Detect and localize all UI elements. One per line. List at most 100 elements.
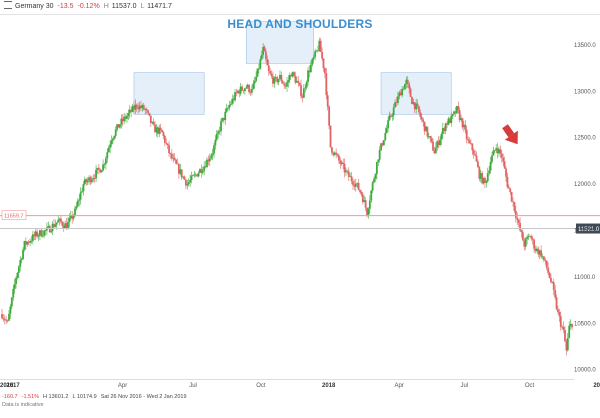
- menu-icon[interactable]: [4, 1, 12, 9]
- candle-body: [534, 248, 537, 252]
- x-tick-label: 2017: [6, 383, 20, 389]
- candle-body: [345, 170, 347, 173]
- candle-body: [460, 118, 462, 121]
- candle-body: [322, 58, 325, 69]
- candle-body: [489, 161, 492, 171]
- candle-body: [454, 111, 457, 114]
- candle-body: [256, 68, 259, 77]
- candle-body: [235, 92, 238, 94]
- candle-body: [119, 124, 121, 128]
- candle-body: [234, 92, 236, 101]
- candle-body: [461, 118, 464, 128]
- candle-body: [69, 215, 72, 219]
- candle-body: [397, 96, 399, 104]
- candle-body: [15, 277, 17, 284]
- candle-body: [241, 86, 243, 91]
- candle-body: [54, 224, 57, 227]
- candle-body: [3, 318, 6, 321]
- candle-body: [149, 115, 152, 124]
- candle-body: [239, 86, 242, 94]
- candle-body: [58, 218, 61, 221]
- candle-body: [360, 191, 363, 195]
- candle-body: [107, 147, 110, 153]
- candle-body: [213, 145, 215, 154]
- candle-body: [83, 179, 86, 185]
- candle-body: [200, 168, 203, 173]
- candle-body: [443, 128, 446, 131]
- candle-body: [57, 220, 60, 223]
- candle-body: [517, 219, 520, 223]
- candle-body: [231, 98, 234, 104]
- candle-body: [238, 90, 241, 94]
- candle-body: [67, 221, 69, 230]
- candle-body: [204, 166, 207, 168]
- candle-body: [248, 84, 250, 93]
- candle-body: [172, 157, 175, 159]
- candle-body: [258, 68, 260, 70]
- candle-body: [228, 104, 231, 108]
- candle-body: [430, 138, 433, 142]
- y-tick-label: 13500.0: [574, 43, 596, 49]
- candle-body: [43, 230, 46, 236]
- candle-body: [312, 57, 315, 59]
- candle-body: [224, 111, 227, 121]
- candle-body: [499, 149, 502, 154]
- candle-body: [413, 102, 416, 110]
- candle-body: [93, 178, 96, 179]
- candle-body: [40, 230, 43, 237]
- candle-body: [569, 323, 572, 326]
- candle-body: [339, 160, 342, 164]
- candle-body: [482, 177, 485, 184]
- candle-body: [357, 182, 360, 190]
- candle-body: [540, 250, 543, 257]
- candle-body: [340, 162, 343, 164]
- candle-body: [272, 76, 274, 84]
- candle-body: [279, 74, 281, 80]
- indicative-note: Data is indicative: [2, 402, 44, 408]
- candle-body: [95, 169, 97, 179]
- candle-body: [88, 177, 90, 181]
- y-tick-label: 10000.0: [574, 368, 596, 374]
- candle-body: [276, 77, 279, 83]
- candle-body: [513, 202, 516, 211]
- candle-body: [346, 170, 349, 172]
- candle-body: [141, 105, 144, 108]
- candle-body: [554, 289, 557, 298]
- candle-body: [336, 154, 339, 156]
- current-price-value: 11521.0: [578, 227, 600, 233]
- candle-body: [315, 50, 318, 52]
- candle-body: [484, 177, 486, 183]
- candle-body: [349, 176, 352, 178]
- candle-body: [158, 127, 161, 134]
- candle-body: [12, 288, 15, 298]
- y-tick-label: 11000.0: [574, 275, 596, 281]
- candle-body: [55, 222, 58, 225]
- candle-body: [398, 92, 401, 97]
- candle-body: [166, 143, 169, 146]
- candle-body: [131, 105, 134, 112]
- candle-body: [477, 161, 479, 168]
- candle-body: [543, 256, 545, 261]
- candle-body: [495, 148, 498, 151]
- candle-body: [439, 139, 441, 146]
- candle-body: [110, 140, 113, 145]
- candle-body: [265, 51, 267, 60]
- candle-body: [168, 145, 170, 154]
- candle-body: [555, 297, 558, 310]
- candle-body: [304, 87, 307, 89]
- candle-body: [130, 109, 133, 112]
- candle-body: [31, 234, 34, 241]
- candle-body: [401, 88, 404, 96]
- candle-body: [127, 113, 130, 117]
- candle-body: [447, 118, 450, 125]
- candle-body: [260, 54, 263, 60]
- y-tick-label: 13000.0: [574, 89, 596, 95]
- date-range: Sat 26 Nov 2016 - Wed 2 Jan 2019: [100, 394, 187, 400]
- candle-body: [359, 189, 361, 192]
- candle-body: [426, 126, 429, 137]
- candle-body: [516, 217, 519, 220]
- neckline-value: 11659.7: [4, 214, 23, 220]
- candle-body: [361, 194, 364, 203]
- candle-body: [10, 297, 13, 307]
